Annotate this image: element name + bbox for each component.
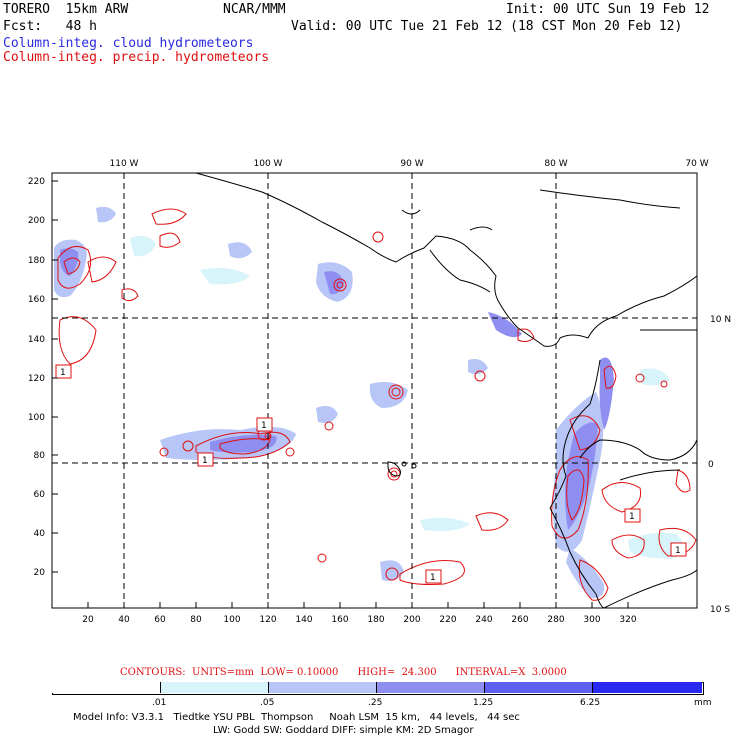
x-tick-label: 120 [259,615,276,625]
y-tick-label: 120 [28,374,45,384]
x-tick-label: 60 [154,615,166,625]
lat-label: 10 S [710,605,730,615]
color-bar-bin [52,682,160,693]
lon-label: 80 W [544,159,567,169]
color-bar-bin [592,682,702,693]
color-bar-bin [484,682,593,693]
label-boxes [55,364,687,584]
y-tick-label: 140 [28,335,45,345]
y-tick-label: 20 [34,568,46,578]
x-tick-label: 80 [190,615,202,625]
org-label: NCAR/MMM [223,2,286,17]
y-tick-label: 60 [34,490,46,500]
lon-label: 110 W [110,159,139,169]
box-label: 1 [261,421,267,431]
color-bar-bin [160,682,269,693]
y-tick-label: 80 [34,451,46,461]
lon-label: 70 W [685,159,708,169]
color-bar-label: .25 [368,698,383,708]
y-tick-label: 180 [28,256,45,266]
lon-label: 90 W [400,159,423,169]
field-cloud-label: Column-integ. cloud hydrometeors [3,36,254,51]
x-tick-label: 280 [547,615,564,625]
box-label: 1 [675,546,681,556]
x-tick-label: 40 [118,615,130,625]
forecast-hour: Fcst: 48 h [3,19,97,34]
x-tick-label: 100 [223,615,240,625]
x-tick-label: 220 [439,615,456,625]
color-bar-bin [268,682,377,693]
y-tick-label: 220 [28,177,45,187]
lon-label: 100 W [254,159,283,169]
box-label: 1 [430,573,436,583]
cloud-shading [54,206,683,599]
color-bar-units: mm [694,698,712,708]
y-tick-label: 160 [28,295,45,305]
box-label: 1 [202,456,208,466]
color-bar-label: .01 [152,698,167,708]
color-bar-label: 6.25 [580,698,601,708]
lat-label: 0 [708,460,714,470]
graticule [52,173,697,608]
color-bar-bin [376,682,485,693]
x-tick-label: 300 [583,615,600,625]
x-tick-label: 240 [475,615,492,625]
init-time: Init: 00 UTC Sun 19 Feb 12 [506,2,710,17]
plot-frame [51,172,698,609]
color-bar-label: .05 [260,698,275,708]
x-tick-label: 20 [82,615,94,625]
x-tick-label: 140 [295,615,312,625]
contours-info: CONTOURS: UNITS=mm LOW= 0.10000 HIGH= 24… [120,667,567,678]
color-bar-label: 1.25 [473,698,494,708]
y-tick-label: 200 [28,216,45,226]
x-tick-label: 160 [331,615,348,625]
x-tick-label: 200 [403,615,420,625]
field-precip-label: Column-integ. precip. hydrometeors [3,50,270,65]
precip-contours [57,208,697,601]
box-label: 1 [60,368,66,378]
model-title: TORERO 15km ARW [3,2,129,17]
box-label: 1 [629,512,635,522]
y-tick-label: 40 [34,529,46,539]
lat-label: 10 N [710,315,731,325]
coastlines [195,173,697,608]
x-tick-label: 180 [367,615,384,625]
model-info-line2: LW: Godd SW: Goddard DIFF: simple KM: 2D… [213,725,474,736]
x-tick-label: 320 [619,615,636,625]
y-tick-label: 100 [28,413,45,423]
valid-time: Valid: 00 UTC Tue 21 Feb 12 (18 CST Mon … [291,19,683,34]
model-info-line1: Model Info: V3.3.1 Tiedtke YSU PBL Thomp… [73,712,520,723]
x-tick-label: 260 [511,615,528,625]
